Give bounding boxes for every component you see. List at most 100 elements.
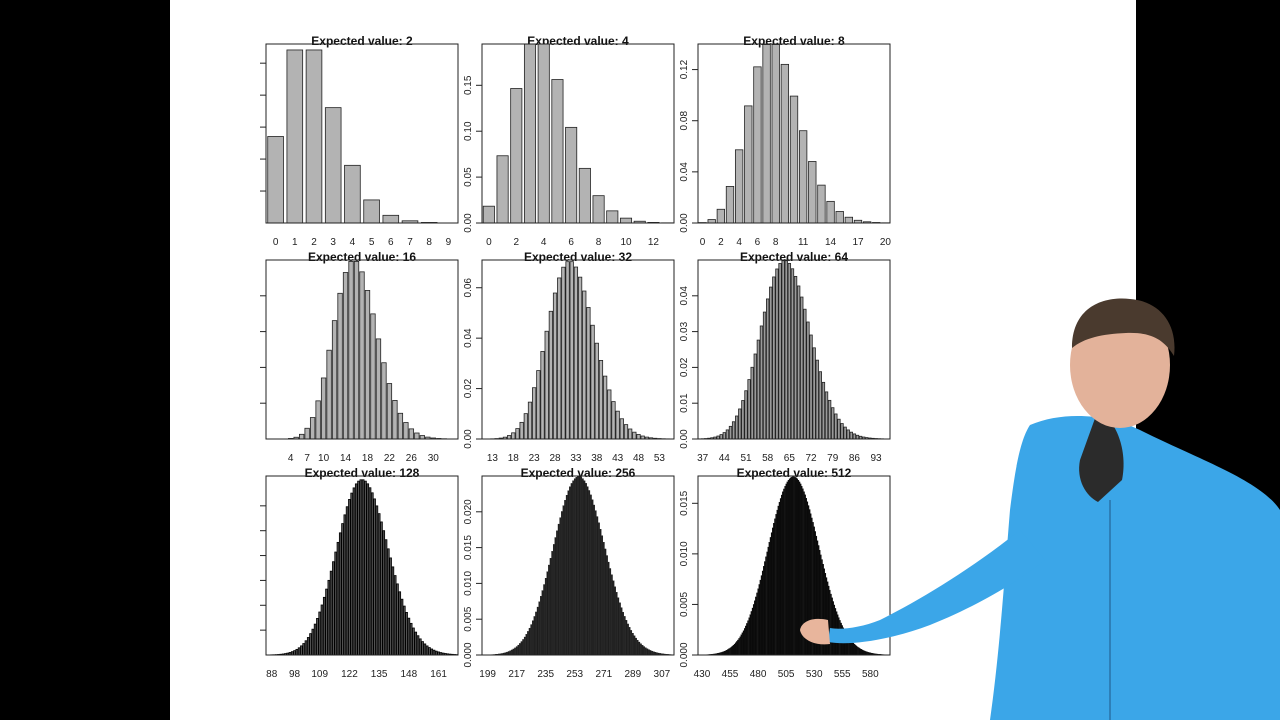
bar-0	[482, 205, 495, 224]
bar-8	[309, 417, 316, 440]
bar-462	[737, 639, 739, 656]
bar-0	[267, 136, 284, 224]
bar-145	[400, 598, 404, 656]
bar-214	[511, 649, 513, 656]
bar-99	[295, 648, 299, 656]
x-tick-label: 72	[805, 453, 817, 464]
bar-482	[759, 579, 761, 656]
bar-5	[551, 79, 564, 224]
bar-109	[318, 611, 322, 656]
bar-53	[750, 366, 754, 440]
bar-118	[338, 532, 342, 656]
bar-494	[773, 523, 775, 656]
plot-frame	[265, 475, 459, 656]
bar-13	[817, 184, 826, 224]
x-tick-label: 3	[330, 237, 336, 248]
x-tick-label: 14	[825, 237, 837, 248]
bar-269	[599, 529, 602, 656]
bar-11	[326, 349, 332, 440]
bar-130	[366, 483, 370, 656]
bar-495	[774, 518, 776, 656]
bar-289	[632, 633, 634, 656]
bar-43	[615, 410, 620, 440]
chart-svg: 0.000 0.005 0.010 0.015 430 455 480 505 530 555 58…	[679, 475, 891, 680]
bar-265	[593, 504, 595, 656]
bar-491	[769, 537, 772, 656]
bar-222	[523, 636, 526, 656]
bar-152	[416, 635, 420, 656]
bar-256	[578, 476, 581, 656]
bar-236	[546, 571, 549, 656]
bar-470	[746, 623, 748, 656]
bar-270	[601, 535, 604, 656]
x-tick-label: 122	[341, 669, 358, 680]
bar-114	[329, 570, 333, 656]
x-tick-label: 18	[508, 453, 520, 464]
bar-231	[538, 601, 541, 656]
x-tick-label: 6	[568, 237, 574, 248]
bar-25	[540, 351, 545, 440]
bar-44	[619, 418, 624, 440]
x-tick-label: 10	[620, 237, 632, 248]
bar-38	[594, 342, 599, 440]
bar-103	[304, 640, 308, 656]
bar-18	[511, 432, 516, 440]
bar-274	[607, 561, 610, 656]
bar-468	[743, 628, 746, 656]
bar-221	[522, 639, 524, 656]
x-tick-label: 8	[426, 237, 432, 248]
bar-17	[359, 271, 365, 440]
bar-215	[512, 648, 515, 656]
bar-61	[775, 268, 779, 440]
bar-6	[382, 214, 400, 224]
bar-57	[762, 311, 767, 440]
bar-450	[723, 651, 726, 656]
y-tick-label: 0.005	[679, 591, 690, 616]
bar-252	[572, 480, 574, 656]
bar-275	[609, 568, 612, 656]
bar-111	[322, 596, 326, 656]
x-tick-label: 271	[595, 669, 612, 680]
bar-498	[777, 505, 779, 656]
bar-51	[744, 390, 748, 440]
x-tick-label: 17	[852, 237, 864, 248]
x-tick-label: 6	[755, 237, 761, 248]
bar-242	[556, 530, 558, 656]
x-tick-label: 430	[694, 669, 711, 680]
bar-48	[636, 434, 641, 440]
x-tick-label: 23	[529, 453, 541, 464]
bar-216	[514, 647, 516, 656]
bar-279	[615, 592, 618, 656]
bar-24	[397, 412, 404, 440]
bar-466	[741, 632, 743, 656]
x-tick-label: 7	[407, 237, 413, 248]
x-tick-label: 13	[487, 453, 499, 464]
bar-481	[758, 584, 760, 656]
chart-panel-3: Expected value: 8 0.00 0.04 0.08 0.12 0 2 4 6 8 11…	[650, 34, 892, 248]
bar-98	[293, 650, 296, 656]
bar-225	[528, 627, 531, 656]
bar-129	[364, 480, 367, 656]
bar-43	[719, 434, 723, 440]
bar-134	[375, 505, 379, 656]
y-tick-label: 0.04	[679, 286, 690, 306]
lecture-slide: Expected value: 2 0 1 2 3 4 5 6 7 8 9 Expected valu…	[170, 0, 1136, 720]
bar-22	[527, 401, 533, 440]
bar-31	[565, 261, 570, 440]
bar-124	[352, 487, 356, 656]
x-tick-label: 51	[740, 453, 752, 464]
bar-126	[357, 480, 360, 656]
bar-484	[761, 570, 764, 656]
bar-15	[835, 211, 844, 224]
bar-17	[507, 435, 512, 440]
x-tick-label: 20	[880, 237, 892, 248]
bar-9	[780, 63, 790, 224]
bar-26	[544, 330, 549, 440]
bar-5	[744, 105, 753, 224]
y-tick-label: 0.000	[463, 642, 474, 667]
bar-238	[549, 558, 552, 656]
y-tick-label: 0.08	[679, 111, 690, 131]
y-tick-label: 0.020	[463, 499, 474, 524]
x-tick-label: 1	[292, 237, 298, 248]
bar-139	[386, 548, 390, 656]
